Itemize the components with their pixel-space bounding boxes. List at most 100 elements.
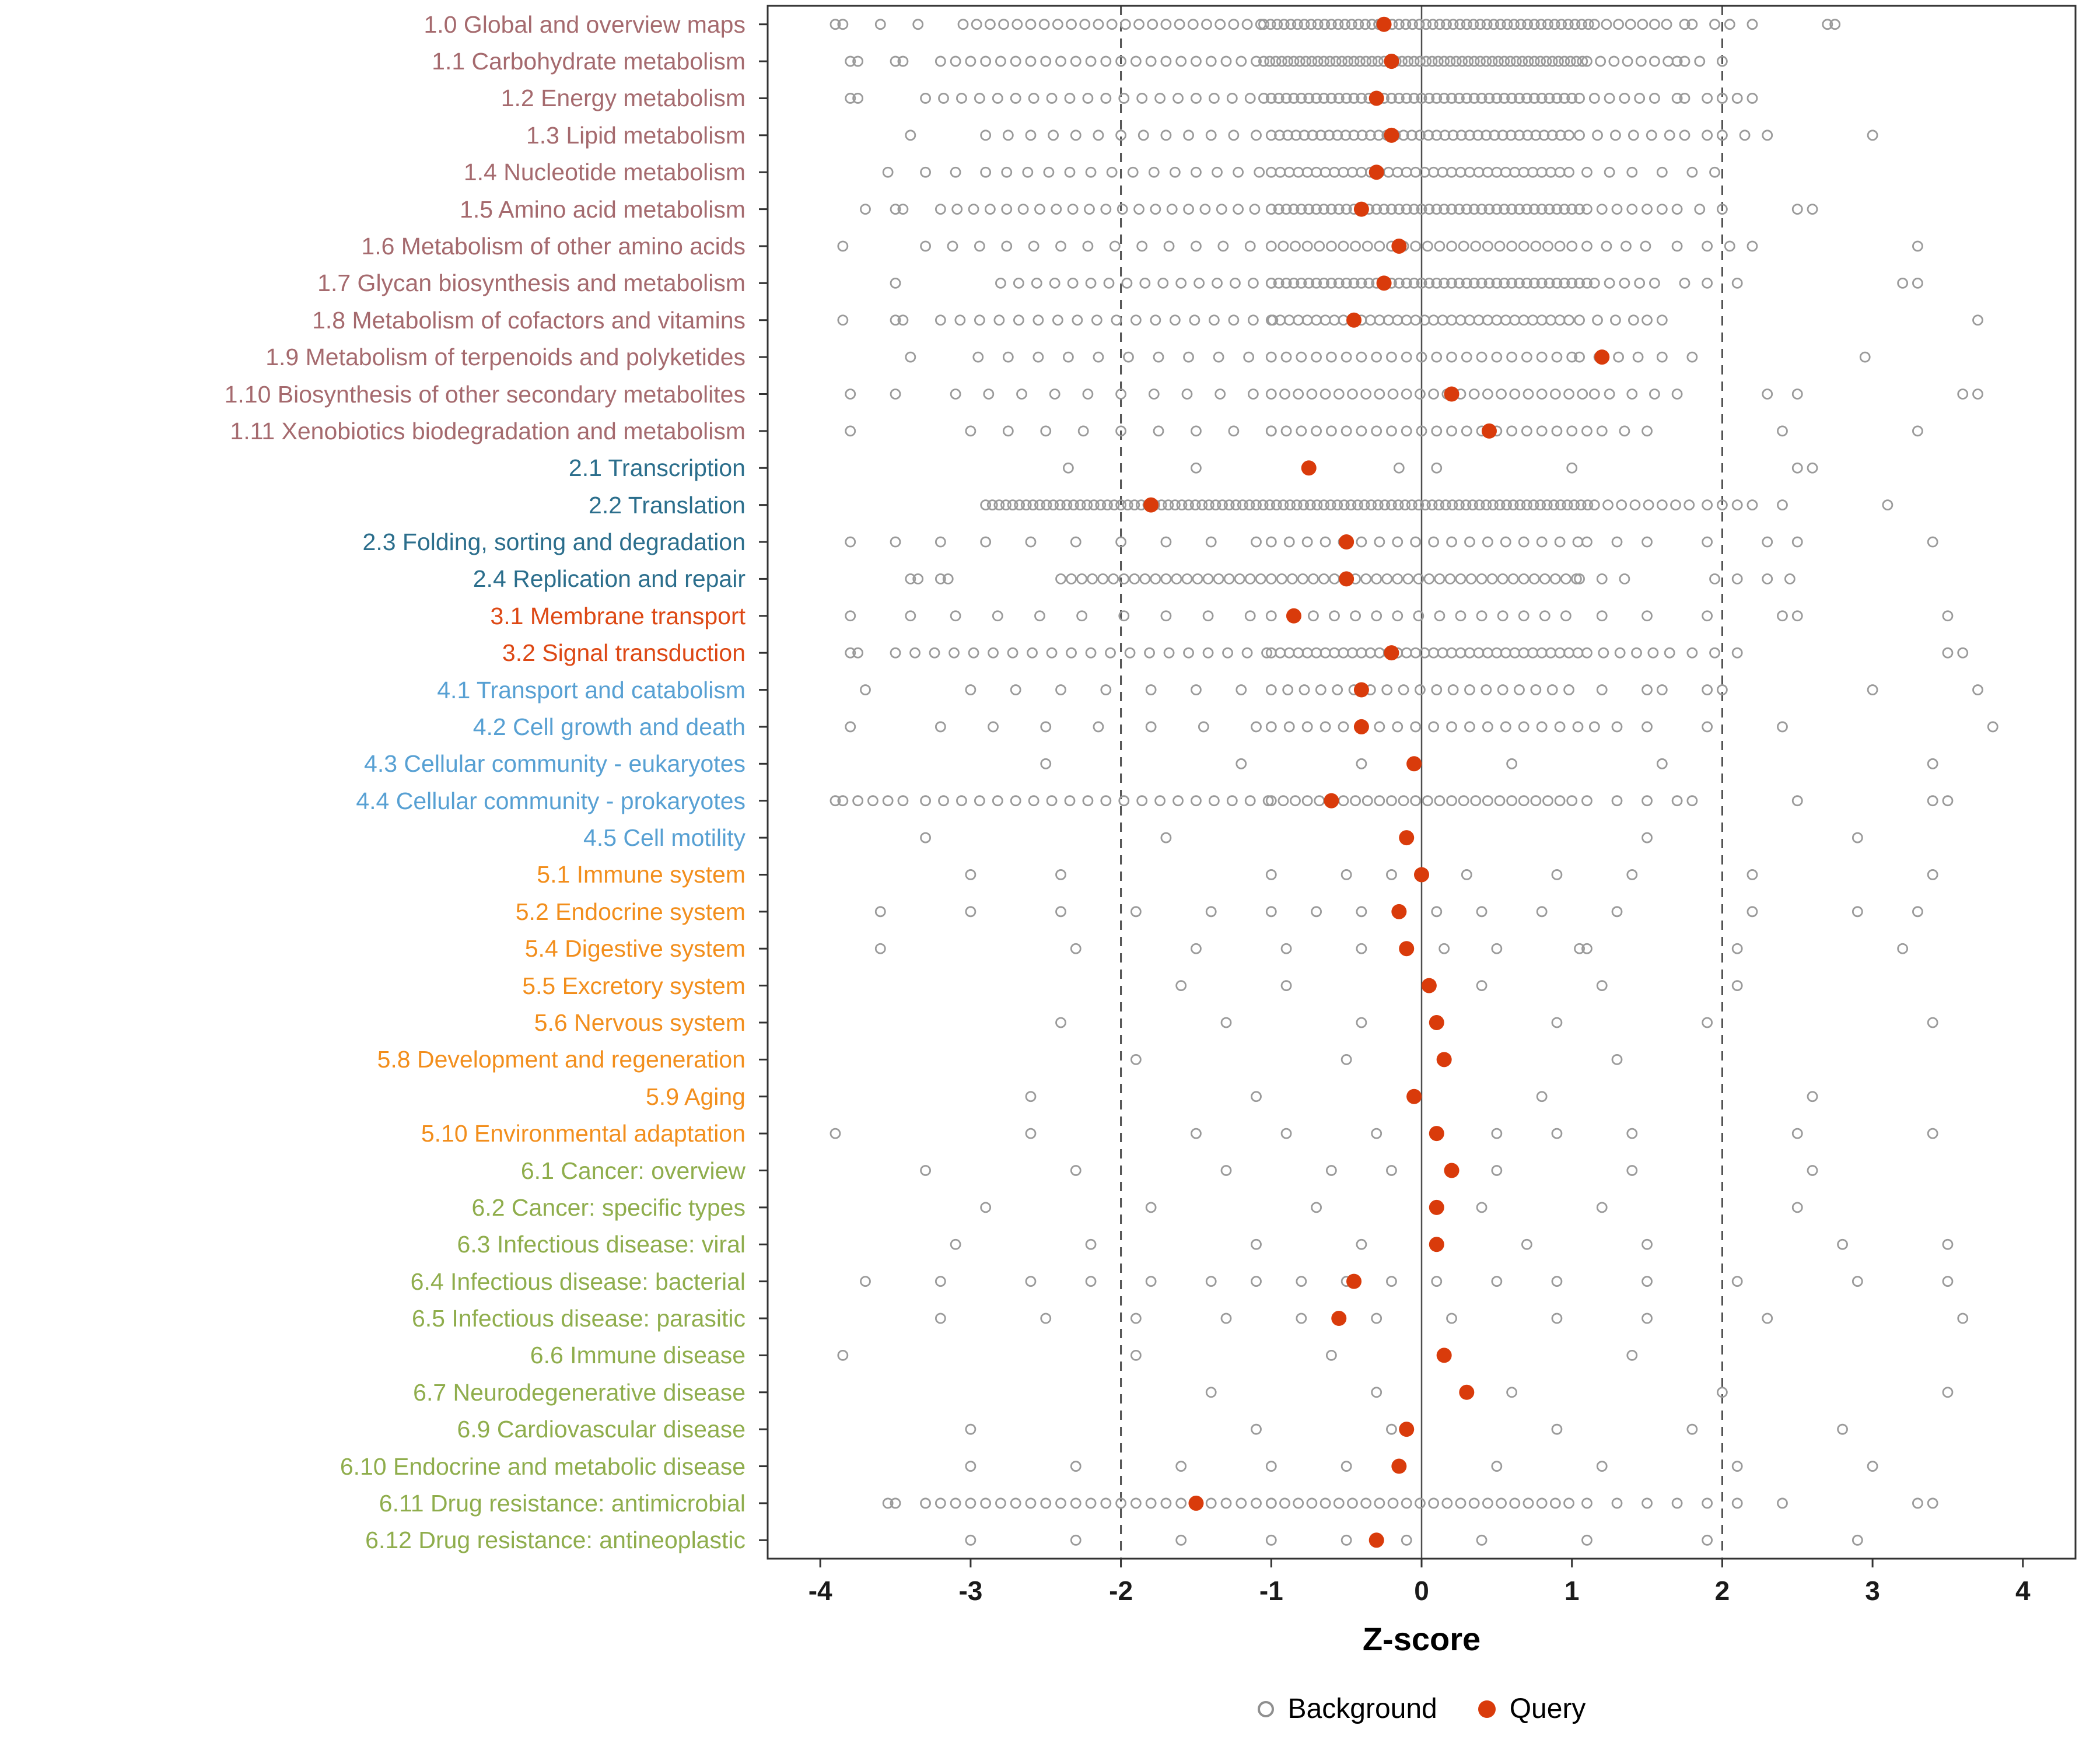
background-point	[1927, 1017, 1938, 1028]
background-point	[1566, 425, 1578, 437]
background-point	[1475, 19, 1486, 30]
background-point	[1476, 573, 1488, 584]
background-point	[942, 573, 954, 584]
background-point	[1290, 240, 1301, 252]
category-label: 1.3 Lipid metabolism	[526, 121, 746, 149]
background-point	[1942, 795, 1954, 807]
background-point	[965, 1534, 977, 1546]
background-point	[1482, 536, 1493, 548]
background-point	[1491, 1461, 1503, 1472]
background-point	[1374, 314, 1385, 326]
background-point	[1634, 277, 1646, 289]
background-point	[1106, 166, 1118, 178]
background-point	[852, 647, 864, 659]
background-point	[1577, 388, 1588, 400]
background-point	[1012, 19, 1023, 30]
category-label: 5.4 Digestive system	[524, 935, 746, 963]
background-point	[1731, 980, 1743, 991]
background-point	[1025, 130, 1037, 141]
background-point	[1127, 166, 1139, 178]
background-point	[1464, 166, 1475, 178]
background-point	[1290, 130, 1302, 141]
background-point	[1290, 795, 1301, 807]
background-point	[1642, 1312, 1653, 1324]
background-point	[1325, 351, 1337, 363]
background-point	[1518, 573, 1530, 584]
background-point	[1500, 166, 1511, 178]
background-point	[1522, 388, 1534, 400]
background-point	[1303, 93, 1315, 104]
background-point	[1494, 795, 1506, 807]
background-point	[1027, 647, 1038, 659]
background-point	[905, 130, 916, 141]
category-label: 1.2 Energy metabolism	[501, 85, 746, 112]
background-point	[845, 388, 856, 400]
background-point	[1560, 573, 1572, 584]
background-point	[1364, 647, 1376, 659]
background-point	[1017, 204, 1029, 215]
background-point	[1518, 647, 1530, 659]
background-point	[1506, 758, 1518, 769]
background-point	[1169, 314, 1181, 326]
background-point	[1560, 610, 1572, 622]
background-point-icon	[1257, 1700, 1274, 1717]
background-point	[1202, 647, 1214, 659]
background-point	[882, 166, 894, 178]
background-point	[882, 1497, 894, 1509]
background-point	[1717, 55, 1728, 67]
background-point	[1554, 166, 1566, 178]
background-point	[1431, 351, 1443, 363]
background-point	[1296, 351, 1307, 363]
background-point	[1408, 93, 1420, 104]
background-point	[1399, 499, 1411, 511]
background-point	[1363, 277, 1375, 289]
background-point	[1522, 130, 1534, 141]
background-point	[1213, 351, 1224, 363]
background-point	[1482, 1497, 1493, 1509]
background-point	[1446, 647, 1457, 659]
background-point	[1254, 166, 1265, 178]
background-point	[1629, 499, 1641, 511]
background-point	[980, 1202, 992, 1213]
background-point	[1308, 610, 1319, 622]
background-point	[1374, 240, 1385, 252]
background-point	[1554, 721, 1566, 733]
background-point	[1040, 425, 1052, 437]
background-point	[1055, 869, 1066, 880]
background-point	[1829, 19, 1841, 30]
background-point	[983, 388, 995, 400]
background-point	[1176, 499, 1188, 511]
background-point	[1364, 314, 1376, 326]
background-point	[1315, 130, 1326, 141]
background-point	[1671, 93, 1683, 104]
background-point	[1160, 55, 1172, 67]
background-point	[1454, 277, 1465, 289]
background-point	[1226, 93, 1238, 104]
background-point	[1413, 19, 1425, 30]
background-point	[1213, 573, 1224, 584]
query-point	[1429, 1199, 1444, 1215]
background-point	[1325, 1165, 1337, 1176]
background-point	[1554, 795, 1566, 807]
background-point	[1514, 204, 1525, 215]
background-point	[1223, 573, 1235, 584]
background-point	[1191, 1128, 1202, 1139]
background-point	[1647, 647, 1659, 659]
background-point	[1329, 314, 1340, 326]
background-point	[1393, 277, 1405, 289]
background-point	[1275, 647, 1286, 659]
background-point	[1927, 1497, 1938, 1509]
background-point	[1222, 647, 1233, 659]
background-point	[1702, 684, 1713, 695]
background-point	[1595, 55, 1606, 67]
background-point	[1465, 573, 1477, 584]
background-point	[1265, 93, 1277, 104]
background-point	[1251, 1238, 1262, 1250]
background-point	[1138, 130, 1149, 141]
background-point	[1598, 647, 1609, 659]
background-point	[1702, 499, 1713, 511]
background-point	[1191, 425, 1202, 437]
background-point	[1230, 277, 1241, 289]
category-label: 4.2 Cell growth and death	[473, 713, 746, 740]
background-point	[1100, 684, 1112, 695]
